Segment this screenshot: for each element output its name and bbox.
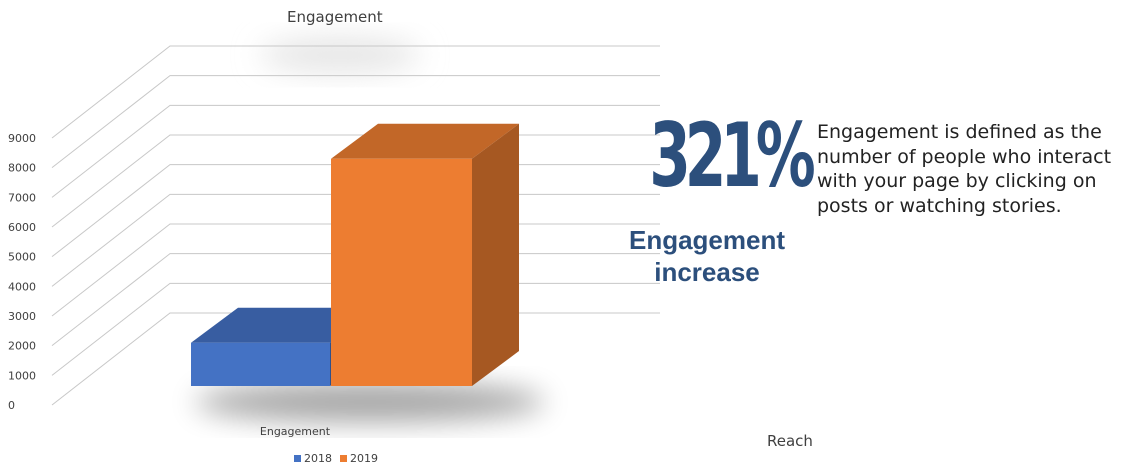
legend-swatch-2019 bbox=[340, 455, 347, 462]
y-tick-label: 6000 bbox=[8, 221, 36, 234]
y-tick-label: 7000 bbox=[8, 191, 36, 204]
y-tick-label: 9000 bbox=[8, 132, 36, 145]
gridline bbox=[51, 75, 660, 169]
y-tick-label: 5000 bbox=[8, 251, 36, 264]
stat-description: Engagement is defined as the number of p… bbox=[817, 121, 1112, 218]
bar-2019 bbox=[331, 123, 519, 387]
bar-2018-top bbox=[191, 307, 377, 343]
y-tick-label: 0 bbox=[8, 399, 15, 412]
bar-2019-top bbox=[331, 123, 519, 159]
chart-title: Engagement bbox=[287, 8, 383, 26]
y-tick-label: 1000 bbox=[8, 369, 36, 382]
y-axis-ticks: 0 1000 2000 3000 4000 5000 6000 7000 8000 9000 bbox=[8, 132, 36, 412]
stat-caption: Engagement increase bbox=[628, 225, 786, 287]
bar-2019-side bbox=[472, 123, 519, 387]
legend-swatch-2018 bbox=[294, 455, 301, 462]
bar-shadow bbox=[195, 382, 545, 422]
bar-floor-shadow bbox=[195, 382, 545, 422]
y-tick-label: 3000 bbox=[8, 310, 36, 323]
x-axis-categories: Engagement bbox=[260, 425, 331, 438]
gridline bbox=[51, 45, 660, 139]
bar-2019-front bbox=[331, 158, 472, 386]
reach-label: Reach bbox=[767, 432, 813, 450]
legend-label-2018: 2018 bbox=[304, 452, 332, 465]
stat-percentage: 321% bbox=[649, 104, 816, 207]
chart-legend: 2018 2019 bbox=[294, 452, 378, 465]
legend-label-2019: 2019 bbox=[350, 452, 378, 465]
legend-item-2019: 2019 bbox=[340, 452, 378, 465]
y-tick-label: 8000 bbox=[8, 162, 36, 175]
chart-bars bbox=[191, 123, 519, 387]
gridline bbox=[51, 104, 660, 198]
bar-2018-front bbox=[191, 342, 330, 386]
x-category-label: Engagement bbox=[260, 425, 331, 438]
y-tick-label: 2000 bbox=[8, 340, 36, 353]
y-tick-label: 4000 bbox=[8, 280, 36, 293]
legend-item-2018: 2018 bbox=[294, 452, 332, 465]
chart-gridlines bbox=[51, 45, 660, 406]
